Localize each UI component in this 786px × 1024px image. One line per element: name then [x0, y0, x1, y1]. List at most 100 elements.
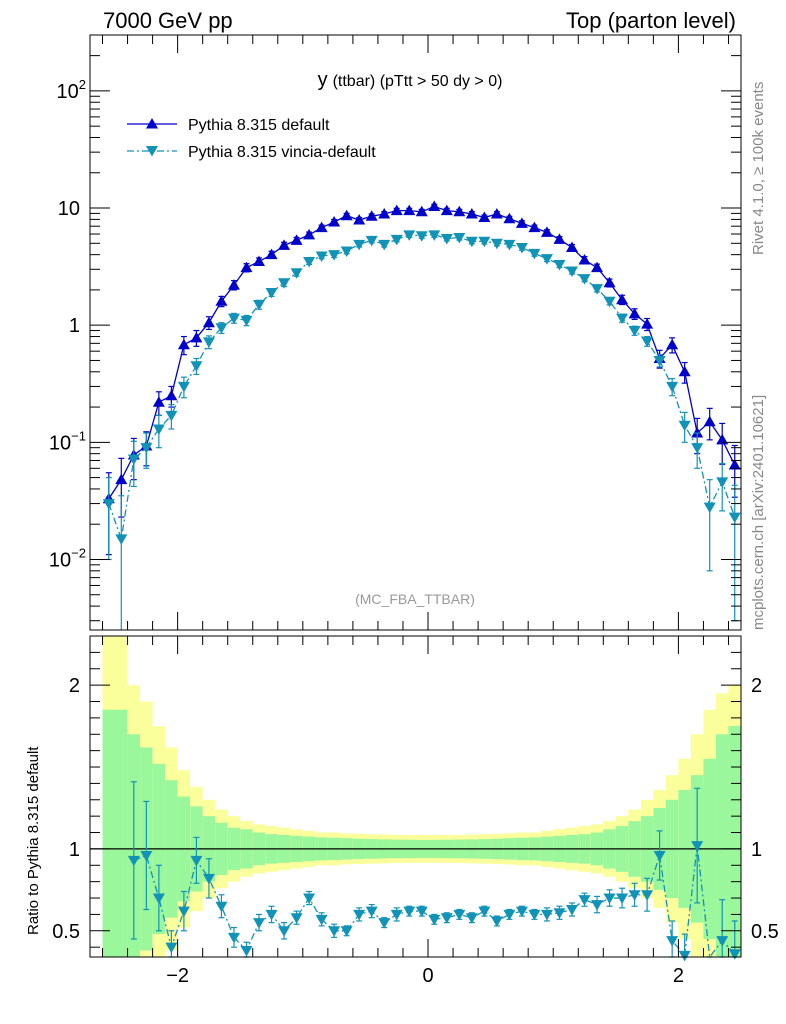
vincia-ratio-marker: [227, 932, 240, 944]
ratio-ylabel: Ratio to Pythia 8.315 default: [25, 746, 42, 935]
vincia-ratio-marker: [378, 918, 391, 929]
vincia-ratio-marker: [353, 909, 366, 921]
vincia-marker: [578, 274, 591, 285]
ratio-y-tick-label: 1: [69, 839, 80, 861]
vincia-marker: [603, 296, 616, 308]
vincia-marker: [227, 313, 240, 325]
vincia-marker: [177, 381, 190, 393]
vincia-marker: [328, 250, 341, 261]
default-marker: [115, 473, 128, 485]
lower-frame: [89, 635, 742, 958]
vincia-marker: [553, 259, 566, 271]
vincia-ratio-marker: [415, 906, 428, 918]
default-marker: [165, 389, 178, 401]
default-marker: [490, 207, 503, 219]
vincia-marker: [215, 323, 228, 334]
vincia-ratio-marker: [177, 906, 190, 918]
x-tick-label: 2: [673, 965, 684, 987]
ratio-y-tick-label-right: 0.5: [751, 921, 779, 943]
vincia-marker: [503, 239, 516, 251]
y-tick-label: 1: [69, 315, 80, 337]
vincia-marker: [628, 326, 641, 337]
y-tick-label: 102: [57, 77, 86, 103]
vincia-marker: [616, 313, 629, 325]
vincia-marker: [115, 534, 128, 545]
vincia-ratio-marker: [365, 906, 378, 918]
vincia-ratio-marker: [465, 913, 478, 924]
y-tick-label: 10−1: [49, 428, 86, 454]
vincia-ratio-marker: [641, 890, 654, 901]
vincia-marker: [415, 231, 428, 242]
vincia-marker: [253, 300, 266, 311]
vincia-marker: [340, 246, 353, 257]
default-marker: [290, 234, 303, 245]
default-marker: [478, 211, 491, 223]
legend-default-marker: [146, 118, 158, 129]
ratio-y-tick-label-right: 1: [751, 839, 762, 861]
default-marker: [603, 276, 616, 288]
vincia-marker: [152, 424, 165, 435]
default-marker: [202, 316, 215, 328]
default-marker: [440, 204, 453, 216]
vincia-ratio-marker: [503, 909, 516, 921]
y-tick-label: 10−2: [49, 545, 86, 571]
default-marker: [578, 254, 591, 265]
mcplots-label: mcplots.cern.ch [arXiv:2401.10621]: [750, 395, 767, 630]
vincia-ratio-marker: [290, 913, 303, 924]
default-marker: [428, 200, 441, 212]
vincia-marker: [565, 266, 578, 278]
vincia-ratio-marker: [265, 909, 278, 921]
default-marker: [453, 205, 466, 217]
default-marker: [253, 255, 266, 266]
vincia-ratio-marker: [315, 914, 328, 926]
vincia-ratio-marker: [190, 855, 203, 867]
default-marker: [403, 204, 416, 216]
vincia-series-line: [108, 234, 736, 540]
vincia-ratio-marker: [253, 918, 266, 929]
vincia-marker: [641, 336, 654, 348]
vincia-marker: [465, 236, 478, 248]
vincia-marker: [440, 233, 453, 245]
plot-title-sub: (ttbar) (pTtt > 50 dy > 0): [333, 73, 503, 90]
vincia-ratio-marker: [340, 926, 353, 937]
default-marker: [365, 210, 378, 221]
default-marker: [553, 233, 566, 244]
ratio-y-tick-label-right: 2: [751, 675, 762, 697]
vincia-ratio-marker: [540, 909, 553, 921]
vincia-marker: [728, 512, 741, 524]
vincia-ratio-marker: [603, 893, 616, 905]
default-marker: [215, 295, 228, 306]
vincia-ratio-marker: [628, 890, 641, 901]
y-tick-label: 10: [58, 198, 80, 220]
legend-default-label: Pythia 8.315 default: [188, 117, 330, 134]
vincia-ratio-marker: [528, 909, 541, 921]
vincia-ratio-marker: [127, 855, 140, 867]
vincia-marker: [278, 278, 291, 289]
rivet-label: Rivet 4.1.0, ≥ 100k events: [750, 82, 767, 255]
vincia-marker: [140, 443, 153, 454]
ratio-y-tick-label: 2: [69, 675, 80, 697]
default-marker: [565, 241, 578, 253]
vincia-marker: [102, 499, 115, 510]
upper-frame: [89, 34, 742, 631]
vincia-ratio-marker: [165, 942, 178, 954]
legend-vincia-marker: [146, 146, 158, 157]
vincia-ratio-marker: [691, 841, 704, 852]
vincia-marker: [303, 256, 316, 268]
vincia-marker: [353, 239, 366, 251]
vincia-marker: [528, 248, 541, 260]
default-marker: [515, 217, 528, 228]
vincia-marker: [290, 268, 303, 279]
vincia-marker: [691, 443, 704, 454]
default-marker: [716, 433, 729, 445]
vincia-ratio-marker: [403, 906, 416, 918]
vincia-marker: [202, 337, 215, 348]
vincia-marker: [315, 251, 328, 262]
vincia-marker: [240, 315, 253, 327]
vincia-ratio-marker: [515, 906, 528, 918]
plot-title: y (ttbar) (pTtt > 50 dy > 0): [318, 69, 503, 91]
default-marker: [278, 239, 291, 250]
vincia-marker: [127, 454, 140, 466]
collision-label: 7000 GeV pp: [103, 8, 233, 33]
default-marker: [378, 207, 391, 219]
